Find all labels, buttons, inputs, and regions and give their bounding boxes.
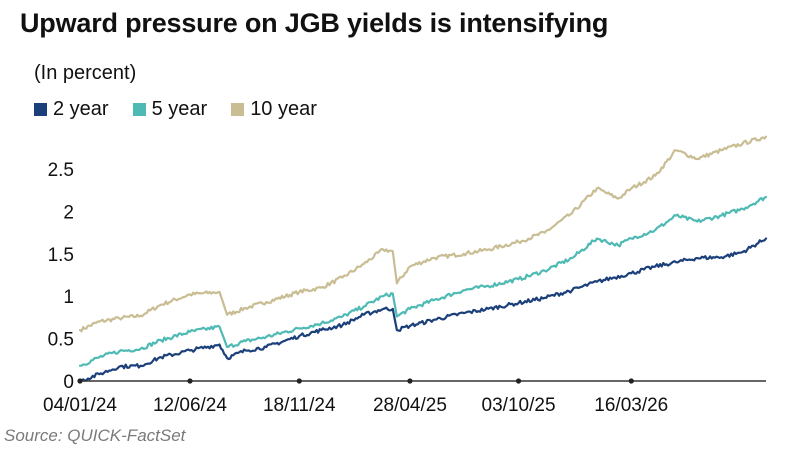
unit-label: (In percent) <box>34 62 137 84</box>
y-tick-label: 0.5 <box>48 330 74 351</box>
series-line-10-year <box>78 135 768 333</box>
series-line-2-year <box>78 237 768 383</box>
legend-swatch-2-year <box>34 103 47 116</box>
y-tick-label: 2.5 <box>48 160 74 181</box>
x-tick-label: 03/10/25 <box>482 395 556 416</box>
legend: 2 year 5 year 10 year <box>34 98 317 121</box>
x-tick-mark <box>77 378 83 384</box>
x-tick-mark <box>515 378 522 384</box>
y-tick-label: 1 <box>63 287 74 308</box>
legend-label-10-year: 10 year <box>250 98 317 120</box>
chart-title: Upward pressure on JGB yields is intensi… <box>20 8 609 38</box>
series-line-5-year <box>78 195 768 367</box>
legend-swatch-5-year <box>132 103 146 116</box>
y-tick-label: 0 <box>63 372 74 393</box>
x-tick-label: 18/11/24 <box>263 395 336 416</box>
x-tick-mark <box>407 378 413 384</box>
x-tick-label: 04/01/24 <box>43 395 117 416</box>
x-tick-label: 12/06/24 <box>153 395 227 416</box>
y-tick-label: 1.5 <box>48 245 74 266</box>
x-tick-mark <box>187 378 193 384</box>
legend-label-5-year: 5 year <box>151 98 208 120</box>
legend-item-10-year: 10 year <box>231 98 317 121</box>
legend-item-5-year: 5 year <box>132 98 208 121</box>
source-note: Source: QUICK-FactSet <box>4 426 186 445</box>
x-tick-mark <box>296 378 302 384</box>
legend-swatch-10-year <box>231 103 245 116</box>
legend-item-2-year: 2 year <box>34 98 109 121</box>
x-tick-label: 16/03/26 <box>594 395 668 416</box>
x-tick-label: 28/04/25 <box>373 395 447 416</box>
x-tick-mark <box>628 378 634 384</box>
legend-label-2-year: 2 year <box>53 98 109 120</box>
y-tick-label: 2 <box>63 202 74 223</box>
